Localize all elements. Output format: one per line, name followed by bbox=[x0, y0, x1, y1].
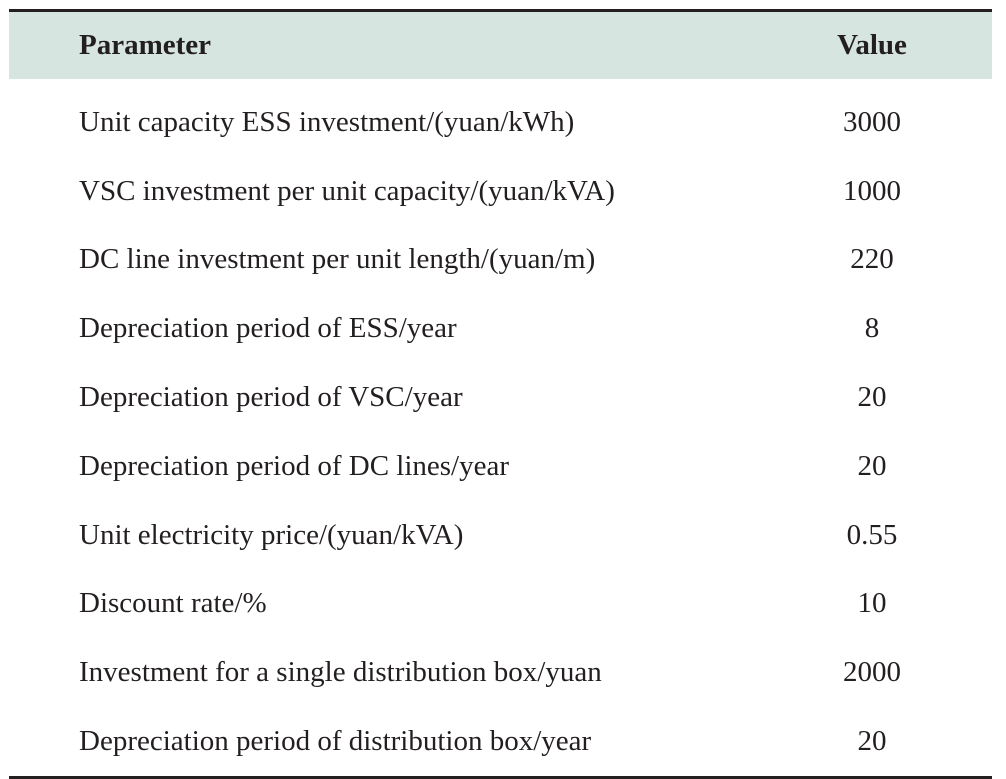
row-parameter: Depreciation period of ESS/year bbox=[79, 312, 457, 345]
header-parameter: Parameter bbox=[79, 29, 212, 61]
row-value: 220 bbox=[850, 243, 894, 276]
parameter-table: Parameter Value Unit capacity ESS invest… bbox=[9, 9, 992, 779]
row-parameter: Depreciation period of DC lines/year bbox=[79, 449, 510, 482]
table-row: Depreciation period of ESS/year 8 bbox=[9, 294, 992, 363]
row-parameter: Investment for a single distribution box… bbox=[79, 656, 602, 689]
row-parameter: Discount rate/% bbox=[79, 587, 267, 620]
row-value: 10 bbox=[857, 587, 887, 620]
row-value: 20 bbox=[857, 725, 887, 758]
row-value: 20 bbox=[857, 449, 887, 482]
header-value: Value bbox=[837, 29, 907, 61]
row-value: 0.55 bbox=[846, 518, 898, 551]
row-parameter: DC line investment per unit length/(yuan… bbox=[79, 243, 596, 276]
row-parameter: VSC investment per unit capacity/(yuan/k… bbox=[79, 174, 615, 207]
table-row: Discount rate/% 10 bbox=[9, 570, 992, 639]
row-parameter: Unit capacity ESS investment/(yuan/kWh) bbox=[79, 105, 575, 138]
table-row: Investment for a single distribution box… bbox=[9, 638, 992, 707]
row-value: 20 bbox=[857, 381, 887, 414]
row-parameter: Depreciation period of VSC/year bbox=[79, 381, 463, 414]
table-header-row: Parameter Value bbox=[9, 12, 992, 79]
row-value: 8 bbox=[864, 312, 880, 345]
table-row: Unit electricity price/(yuan/kVA) 0.55 bbox=[9, 501, 992, 570]
table-top-rule bbox=[9, 9, 992, 12]
row-value: 2000 bbox=[843, 656, 901, 689]
table-row: VSC investment per unit capacity/(yuan/k… bbox=[9, 157, 992, 226]
table-row: DC line investment per unit length/(yuan… bbox=[9, 226, 992, 295]
table-row: Depreciation period of DC lines/year 20 bbox=[9, 432, 992, 501]
row-parameter: Unit electricity price/(yuan/kVA) bbox=[79, 518, 464, 551]
row-parameter: Depreciation period of distribution box/… bbox=[79, 725, 592, 758]
row-value: 1000 bbox=[843, 174, 901, 207]
table-row: Depreciation period of VSC/year 20 bbox=[9, 363, 992, 432]
table-row: Depreciation period of distribution box/… bbox=[9, 707, 992, 776]
table-row: Unit capacity ESS investment/(yuan/kWh) … bbox=[9, 88, 992, 157]
row-value: 3000 bbox=[843, 105, 901, 138]
table-body: Unit capacity ESS investment/(yuan/kWh) … bbox=[9, 79, 992, 776]
